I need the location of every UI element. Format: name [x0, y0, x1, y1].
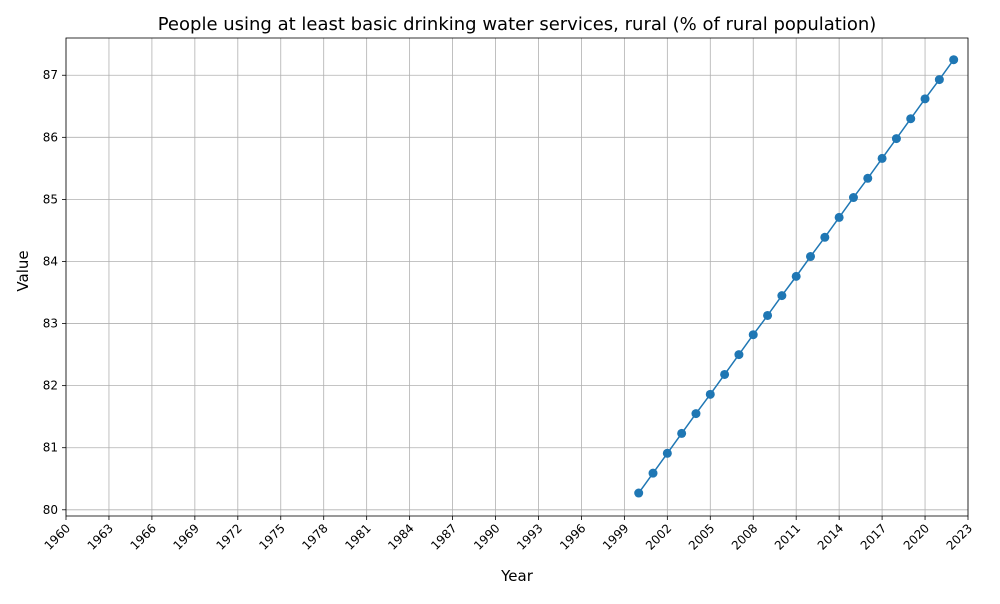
x-axis-title: Year [500, 567, 534, 585]
x-tick-label: 1966 [128, 521, 159, 552]
y-tick-label: 82 [43, 379, 58, 393]
x-tick-label: 2002 [643, 521, 674, 552]
x-tick-label: 1981 [342, 521, 373, 552]
data-point [763, 310, 773, 320]
data-point [705, 389, 715, 399]
data-point [848, 193, 858, 203]
chart-title: People using at least basic drinking wat… [158, 14, 877, 35]
x-tick-label: 1999 [600, 521, 631, 552]
data-point [791, 271, 801, 281]
x-tick-label: 1969 [170, 521, 201, 552]
data-point [748, 330, 758, 340]
data-point [834, 212, 844, 222]
x-tick-label: 2014 [815, 521, 846, 552]
data-point [691, 409, 701, 419]
x-tick-label: 1984 [385, 521, 416, 552]
x-tick-label: 2011 [772, 521, 803, 552]
data-point [677, 428, 687, 438]
y-tick-label: 83 [43, 317, 58, 331]
y-tick-label: 85 [43, 192, 58, 206]
x-tick-label: 1975 [256, 521, 287, 552]
data-point [920, 94, 930, 104]
x-tick-label: 1960 [42, 521, 73, 552]
data-point [949, 55, 959, 65]
plot-frame [65, 37, 969, 517]
data-point [777, 291, 787, 301]
data-point [648, 468, 658, 478]
x-tick-label: 1996 [557, 521, 588, 552]
x-tick-label: 1987 [428, 521, 459, 552]
series-layer [634, 55, 959, 498]
x-tick-label: 1972 [213, 521, 244, 552]
x-axis-ticks: 1960 1963 1966 1969 1972 1975 1978 1981 1984 1987… [42, 516, 975, 553]
data-point [863, 173, 873, 183]
y-tick-label: 87 [43, 68, 58, 82]
x-tick-label: 2005 [686, 521, 717, 552]
data-point [877, 153, 887, 163]
x-tick-label: 2023 [944, 521, 975, 552]
y-axis-ticks: 80 81 82 83 84 85 86 87 [43, 68, 66, 517]
data-point [720, 369, 730, 379]
x-tick-label: 1963 [85, 521, 116, 552]
y-tick-label: 80 [43, 503, 58, 517]
x-tick-label: 2017 [858, 521, 889, 552]
data-point [934, 75, 944, 85]
data-point [891, 134, 901, 144]
grid [65, 38, 969, 516]
x-tick-label: 1990 [471, 521, 502, 552]
y-tick-label: 84 [43, 254, 58, 268]
y-tick-label: 86 [43, 130, 58, 144]
data-point [734, 350, 744, 360]
x-tick-label: 1993 [514, 521, 545, 552]
x-tick-label: 2020 [901, 521, 932, 552]
y-tick-label: 81 [43, 441, 58, 455]
x-tick-label: 1978 [299, 521, 330, 552]
x-tick-label: 2008 [729, 521, 760, 552]
y-axis-title: Value [14, 250, 32, 291]
data-point [820, 232, 830, 242]
data-point [806, 252, 816, 262]
data-point [906, 114, 916, 124]
data-point [662, 448, 672, 458]
data-point [634, 488, 644, 498]
